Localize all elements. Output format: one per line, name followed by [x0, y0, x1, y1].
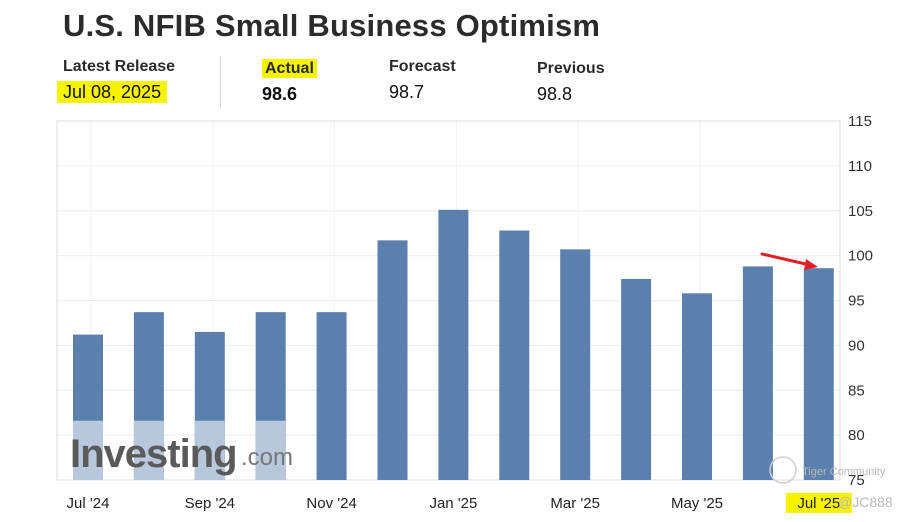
x-axis-labels: Jul '24 Sep '24 Nov '24 Jan '25 Mar '25 May '…	[67, 493, 852, 513]
bar-watermark-overlay	[255, 420, 286, 480]
bar-feb-25	[499, 230, 530, 480]
bar-watermark-overlay	[194, 420, 225, 480]
x-tick-label: Mar '25	[550, 495, 600, 512]
chart-bars	[73, 209, 834, 481]
bar-jan-25	[438, 209, 469, 481]
x-tick-label: Jul '24	[67, 495, 110, 512]
tiger-watermark: Tiger Community @JC888	[769, 456, 893, 510]
latest-release-value: Jul 08, 2025	[57, 81, 168, 103]
y-tick-label: 85	[848, 382, 865, 399]
x-tick-label: Sep '24	[185, 495, 235, 512]
latest-release-block: Latest Release Jul 08, 2025	[57, 58, 176, 103]
x-tick-label: Nov '24	[306, 495, 356, 512]
y-axis-labels: 75 80 85 90 95 100 105 110 115	[848, 113, 873, 489]
y-tick-label: 75	[848, 472, 865, 489]
x-tick-label: Jan '25	[429, 495, 477, 512]
watermark-brand-suffix: .com	[241, 444, 293, 471]
red-arrow-annotation	[760, 252, 818, 270]
investing-watermark: Investing .com	[70, 432, 293, 476]
watermark-brand: Investing	[70, 432, 237, 476]
bar-may-25	[682, 293, 712, 480]
latest-release-label: Latest Release	[63, 58, 176, 75]
y-tick-label: 105	[848, 203, 873, 220]
forecast-block: Forecast 98.7	[389, 58, 456, 103]
tiger-logo-icon	[769, 456, 797, 484]
forecast-label: Forecast	[389, 58, 456, 75]
y-tick-label: 115	[848, 113, 872, 130]
actual-value: 98.6	[262, 84, 298, 104]
bar-watermark-overlay	[73, 420, 103, 480]
watermark-user: @JC888	[838, 494, 893, 510]
bar-jun-25	[742, 266, 773, 480]
bar-watermark-overlay	[133, 420, 164, 480]
page-title: U.S. NFIB Small Business Optimism	[63, 8, 601, 43]
arrow-head-icon	[804, 259, 818, 270]
y-tick-label: 80	[848, 427, 865, 444]
bar-apr-25	[621, 278, 652, 480]
arrow-shaft	[760, 252, 812, 267]
bar-jul-25	[803, 268, 834, 480]
actual-label: Actual	[262, 59, 317, 78]
previous-value: 98.8	[537, 84, 573, 104]
x-tick-label: May '25	[671, 495, 723, 512]
y-tick-label: 90	[848, 337, 865, 354]
y-tick-label: 110	[848, 158, 872, 175]
y-tick-label: 95	[848, 293, 865, 310]
watermark-community: Tiger Community	[802, 466, 886, 478]
x-tick-label: Jul '25	[797, 495, 840, 512]
previous-label: Previous	[537, 60, 605, 77]
y-tick-label: 100	[848, 248, 873, 265]
bar-mar-25	[560, 249, 591, 480]
x-tick-highlight	[785, 493, 852, 513]
bar-dec-24	[377, 240, 408, 480]
header-divider	[220, 56, 221, 108]
actual-block: Actual 98.6	[262, 59, 317, 105]
previous-block: Previous 98.8	[537, 60, 605, 105]
bar-nov-24	[316, 312, 347, 480]
forecast-value: 98.7	[389, 82, 425, 102]
